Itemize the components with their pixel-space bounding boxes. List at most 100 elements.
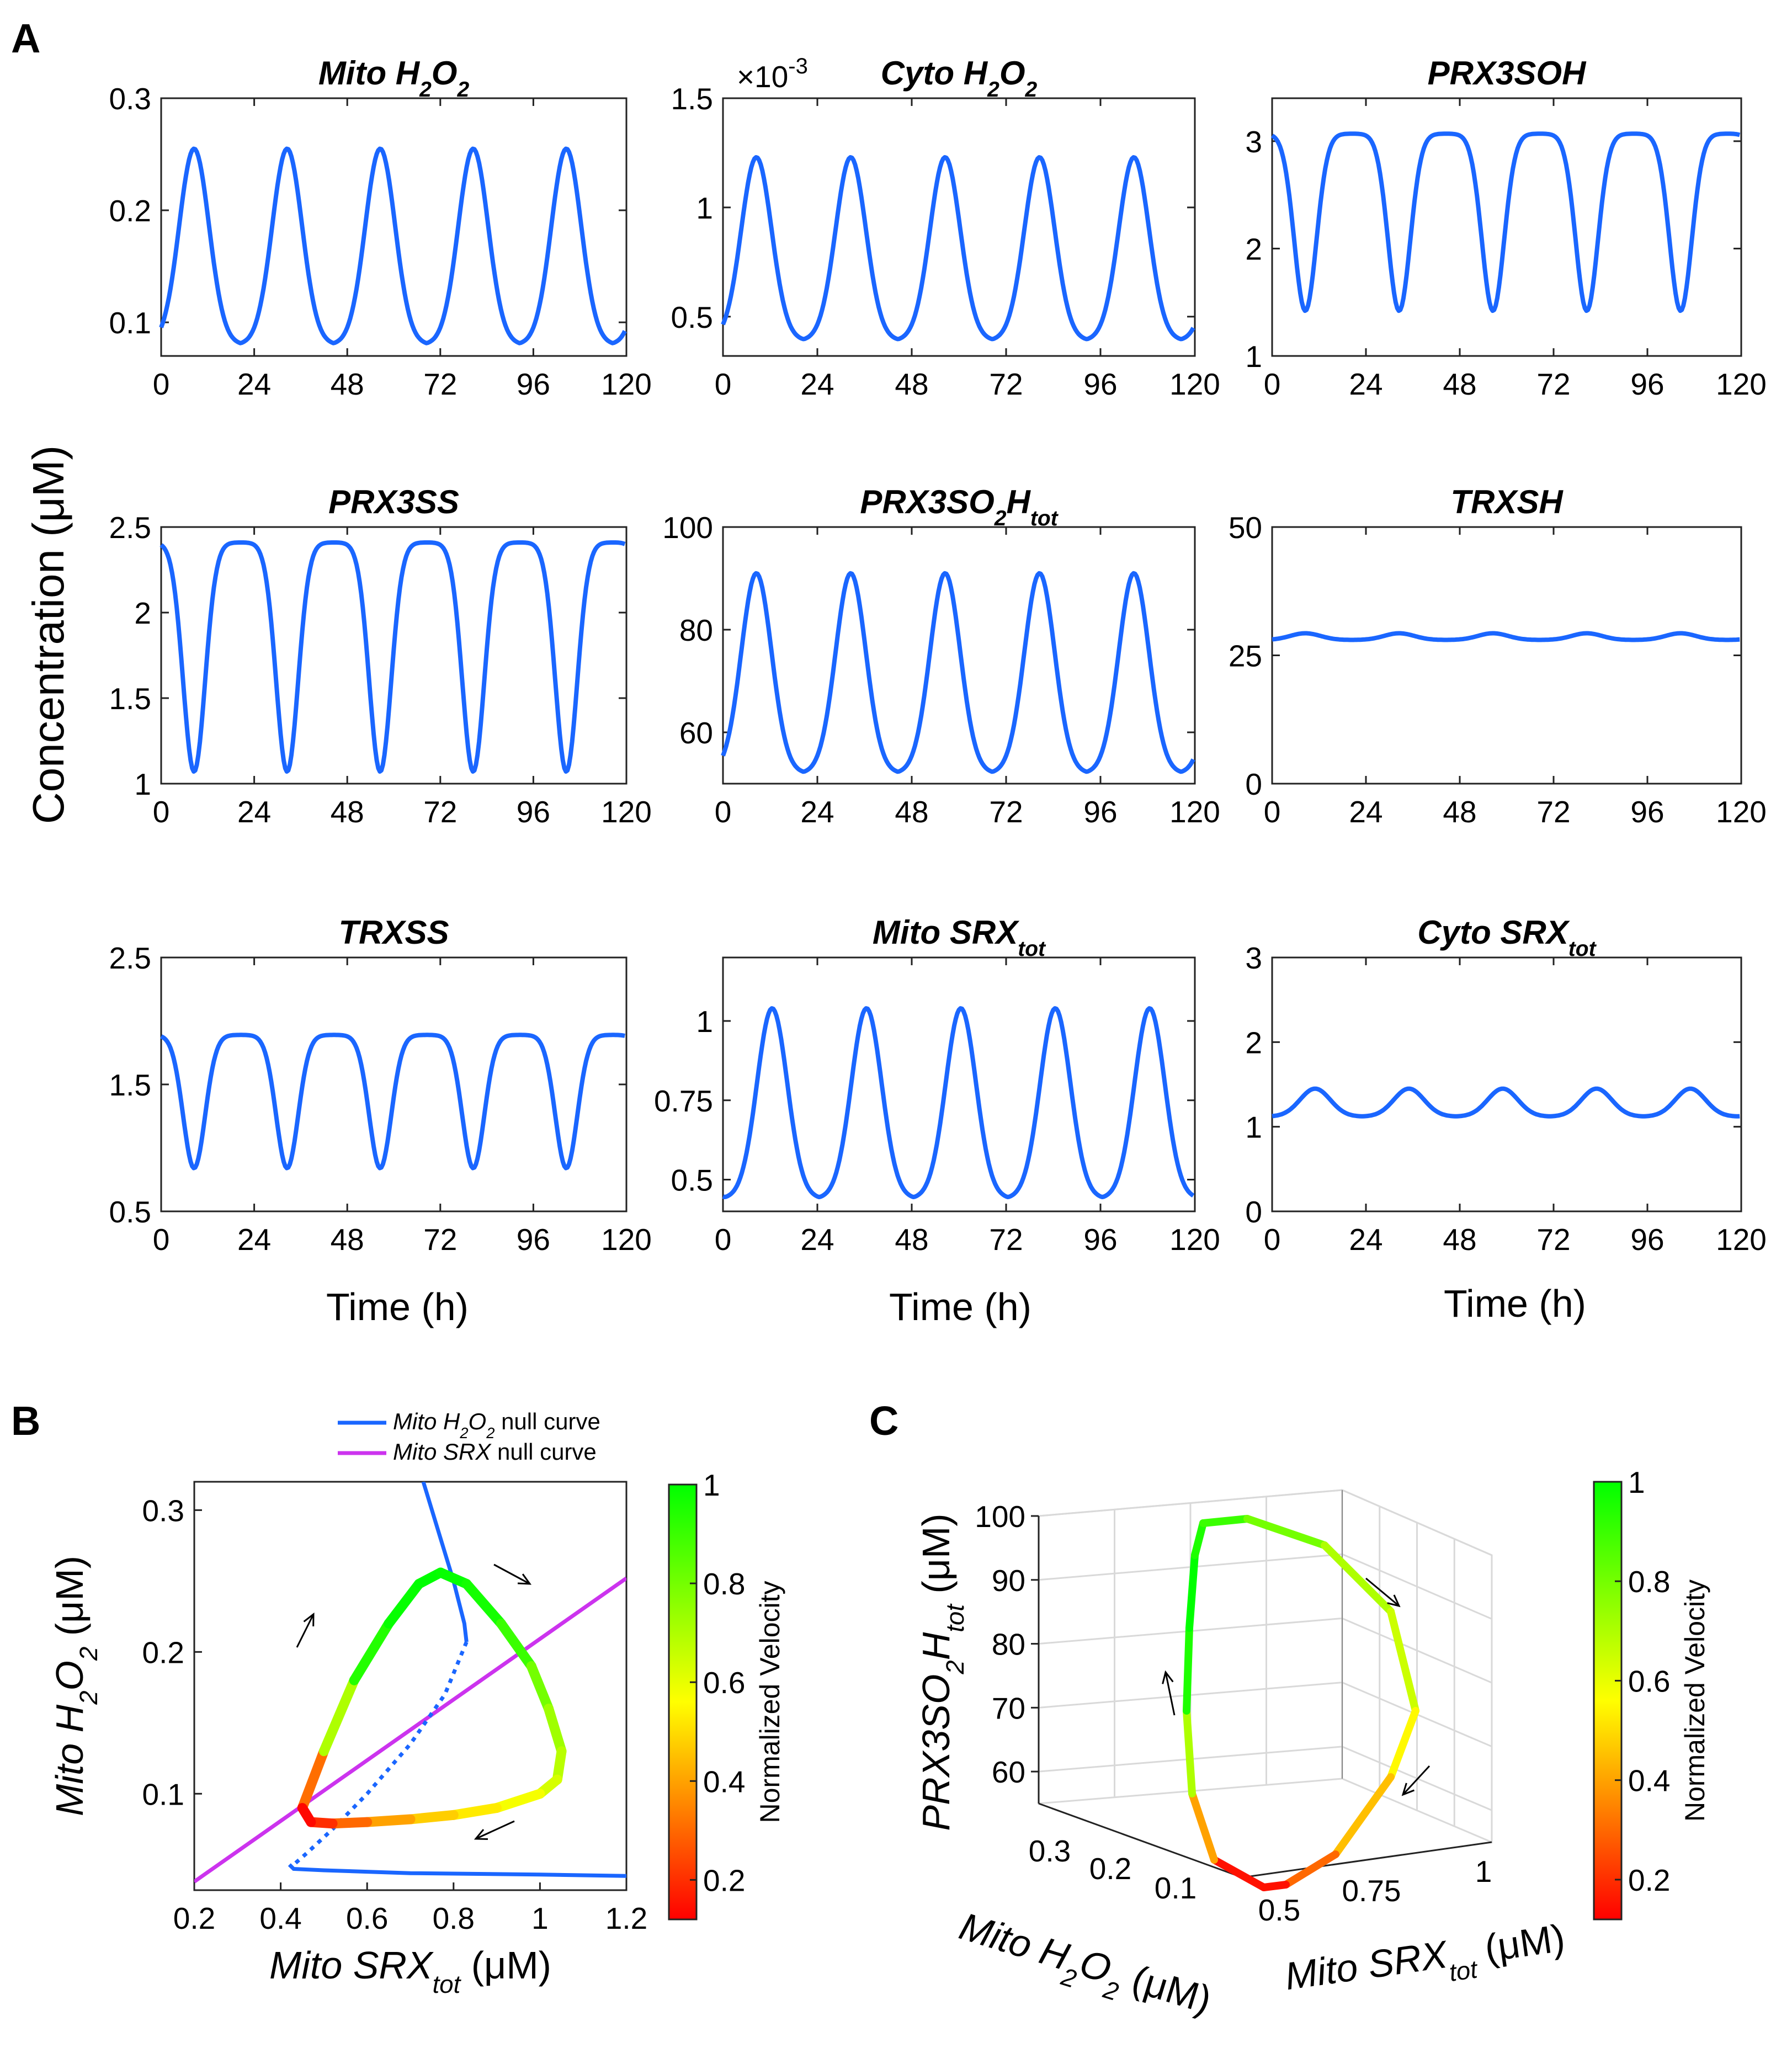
h2o2-nullcline-unstable <box>292 1641 469 1866</box>
x-tick-label: 48 <box>895 367 928 401</box>
series-line <box>721 155 1195 342</box>
chart-title: TRXSS <box>338 914 449 951</box>
direction-arrow-head <box>1162 1670 1174 1684</box>
y-axis-label: Mito H2O2 (μM) <box>48 1556 103 1816</box>
y-tick-label: 1.5 <box>109 682 151 716</box>
plot-frame <box>160 526 628 785</box>
trajectory-segment <box>492 1789 545 1813</box>
colorbar <box>1593 1481 1623 1921</box>
direction-arrow <box>1365 1577 1400 1607</box>
trajectory-segment <box>461 1579 506 1629</box>
colorbar-label: Normalized Velocity <box>754 1581 785 1823</box>
x-tick-label: 48 <box>895 1222 928 1257</box>
h2o2-nullcline-stable-upper <box>421 1482 469 1642</box>
series-line <box>721 571 1195 774</box>
chart-title: Cyto SRXtot <box>1417 914 1597 961</box>
trajectory-segment <box>405 1810 459 1824</box>
direction-arrow <box>475 1820 515 1840</box>
y-tick-label: 1.5 <box>671 82 713 116</box>
x-tick-label: 96 <box>1083 367 1117 401</box>
y-tick-label: 0.5 <box>671 300 713 334</box>
trajectory-segment <box>496 1618 536 1672</box>
y-tick-label: 1 <box>696 1004 713 1039</box>
trajectory-segment <box>1183 1624 1193 1715</box>
trajectory-segment <box>526 1661 554 1714</box>
y-tick-label: 0.3 <box>109 82 151 116</box>
plot-frame <box>1271 956 1742 1212</box>
legend-label: Mito H2O2 null curve <box>393 1408 600 1441</box>
trajectory-segment <box>1199 1515 1251 1527</box>
chart-prx3ss: PRX3SS 0 24 48 72 96 120 1 1.5 2 2.5 <box>109 483 652 829</box>
chart-title: Mito H2O2 <box>318 55 470 102</box>
y-tick-label: 3 <box>1245 941 1262 975</box>
y-tick-label: 1 <box>134 767 151 801</box>
x-tick-label: 24 <box>1349 795 1382 829</box>
plot-frame <box>722 526 1196 785</box>
chart-prx3soh: PRX3SOH 0 24 48 72 96 120 1 2 3 <box>1245 55 1766 401</box>
x-tick-label: 48 <box>331 795 364 829</box>
colorbar-tick-label: 0.4 <box>1628 1764 1670 1798</box>
y-tick-label: 0.5 <box>109 1195 151 1229</box>
y-tick-label: 0.1 <box>109 306 151 340</box>
y-tick-label: 60 <box>679 716 713 750</box>
x-tick-label: 0.4 <box>259 1901 301 1935</box>
y-tick-label: 3 <box>1245 125 1262 159</box>
chart-cyto-h2o2: Cyto H2O2 0 24 48 72 96 120 0.5 1 1.5 ×10-3 <box>671 54 1220 401</box>
direction-arrow <box>493 1563 530 1585</box>
series-line <box>1270 131 1741 313</box>
y-tick-label: 0.75 <box>654 1084 713 1118</box>
colorbar-tick-label: 0.8 <box>1628 1565 1670 1599</box>
h2o2-axis <box>1038 1802 1243 1879</box>
plot-frame <box>160 97 628 357</box>
x-tick-label: 72 <box>423 795 457 829</box>
panel-letter-b: B <box>11 1398 40 1444</box>
trajectory-segment <box>1188 1790 1218 1864</box>
x-tick-label: 72 <box>989 1222 1023 1257</box>
x-tick-label: 96 <box>517 795 550 829</box>
colorbar-tick-label: 0.6 <box>1628 1664 1670 1698</box>
series-line <box>1271 631 1741 642</box>
x-tick-label: 48 <box>1443 795 1476 829</box>
x-tick-label: 48 <box>1443 1222 1476 1257</box>
x-tick-label: 0.6 <box>346 1901 388 1935</box>
srx-tick-label: 0.5 <box>1258 1893 1300 1927</box>
x-tick-label: 96 <box>1083 795 1117 829</box>
trajectory-segment <box>384 1579 424 1629</box>
colorbar-tick-label: 0.4 <box>703 1764 745 1799</box>
z-tick-label: 90 <box>992 1563 1025 1598</box>
x-tick-label: 120 <box>1716 1222 1767 1257</box>
z-tick-label: 60 <box>992 1755 1025 1789</box>
x-tick-label: 0 <box>715 367 732 401</box>
y-tick-label: 0.5 <box>671 1163 713 1198</box>
colorbar-tick-label: 0.2 <box>703 1863 745 1897</box>
chart-title: TRXSH <box>1450 483 1564 520</box>
trajectory-segment <box>1387 1608 1419 1715</box>
panel-c: 60 70 80 90 100 0.3 0.2 0.1 0.5 0.75 1 PRX3SO2Htot … <box>914 1465 1710 2022</box>
colorbar <box>668 1483 698 1921</box>
x-tick-label: 120 <box>601 1222 652 1257</box>
x-tick-label: 0 <box>153 1222 170 1257</box>
z-tick-label: 100 <box>975 1499 1025 1534</box>
x-tick-label: 72 <box>423 367 457 401</box>
chart-mito-h2o2: Mito H2O2 0 24 48 72 96 120 0.1 0.2 0.3 <box>109 55 652 401</box>
x-tick-label: 96 <box>1630 367 1664 401</box>
x-tick-label: 1.2 <box>605 1901 647 1935</box>
trajectory-segment <box>1321 1541 1395 1615</box>
x-tick-label: 120 <box>1169 1222 1220 1257</box>
x-tick-label: 24 <box>237 1222 271 1257</box>
chart-phase-c: 60 70 80 90 100 0.3 0.2 0.1 0.5 0.75 1 PRX3SO2Htot … <box>914 1488 1569 2022</box>
srx-axis-label: Mito SRXtot (μM) <box>1282 1916 1569 2009</box>
trajectory-segment <box>448 1802 502 1820</box>
x-tick-label: 96 <box>517 1222 550 1257</box>
y-tick-label: 1 <box>1245 339 1262 374</box>
x-tick-label: 0 <box>1264 1222 1281 1257</box>
trajectory-segment <box>1332 1773 1395 1858</box>
x-tick-label: 72 <box>989 795 1023 829</box>
srx-tick-label: 0.75 <box>1342 1874 1401 1908</box>
direction-arrow-head <box>517 1573 532 1585</box>
trajectory-segment <box>1191 1519 1207 1559</box>
y-tick-label: 0.1 <box>142 1777 184 1811</box>
trajectory-segment <box>349 1618 394 1685</box>
x-tick-label: 120 <box>601 795 652 829</box>
chart-trxsh: TRXSH 0 24 48 72 96 120 0 25 50 <box>1229 483 1767 829</box>
